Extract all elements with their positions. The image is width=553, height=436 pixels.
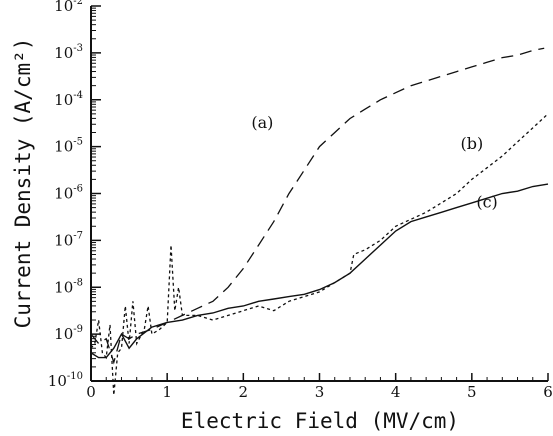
annotation-layer: (a) (b) (c) [251,113,497,212]
y-tick-label: 10-9 [54,324,83,343]
series-annotation-3: (c) [476,193,497,212]
series-line-3 [90,183,549,359]
x-tick-label: 2 [239,383,249,401]
y-tick-label: 10-4 [54,90,83,109]
x-tick-label: 1 [162,383,172,401]
y-tick-label: 10-5 [54,137,83,156]
plot-axes: 0 1 2 3 4 5 6 10-10 10-9 10-8 10-7 10-6 10-5 10-4 10-3… [48,0,553,401]
y-tick-label: 10-6 [54,184,83,203]
series-annotation-1: (a) [251,113,273,132]
series-line-2 [90,113,549,396]
series-annotation-2: (b) [460,134,483,153]
x-tick-label: 6 [543,383,553,401]
x-tick-label: 3 [315,383,325,401]
x-tick-label: 4 [391,383,401,401]
y-tick-label: 10-3 [54,43,83,62]
y-tick-label: 10-10 [48,371,83,390]
y-axis-label: Current Density (A/cm²) [11,38,35,329]
x-axis-label: Electric Field (MV/cm) [181,409,459,433]
series-layer [90,47,549,396]
y-tick-label: 10-8 [54,277,83,296]
y-tick-label: 10-7 [54,230,83,249]
x-tick-label: 5 [467,383,477,401]
y-tick-label: 10-2 [54,0,83,15]
x-tick-label: 0 [86,383,96,401]
